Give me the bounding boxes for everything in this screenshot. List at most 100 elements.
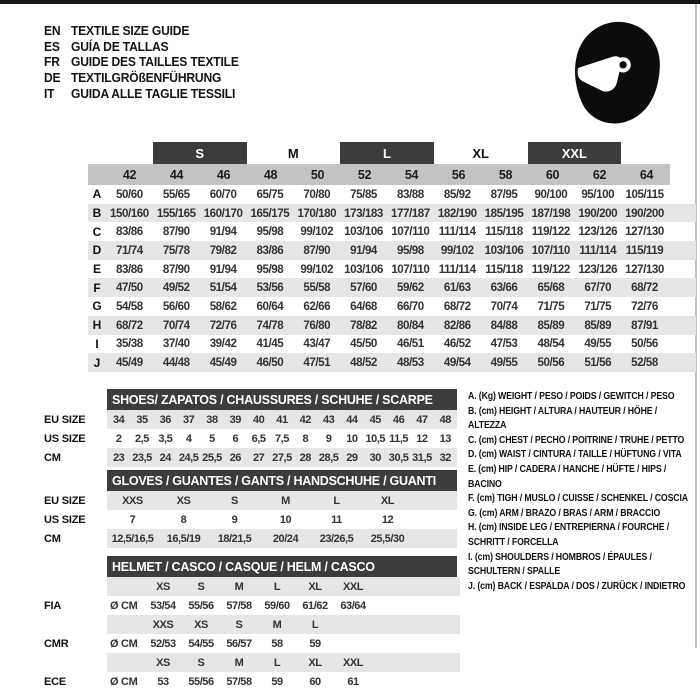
size-value-cell: 6 <box>232 432 239 445</box>
shoes-table-title: SHOES/ ZAPATOS / CHAUSSURES / SCHUHE / S… <box>107 389 457 410</box>
size-value-cell: 40 <box>252 413 265 426</box>
size-value-cell: 67/70 <box>584 281 612 295</box>
size-value-cell: 160/170 <box>203 206 243 220</box>
row-values: 23 23,5 24 24,5 25,5 26 27 27,5 28 28,5 29 30 30,5 31… <box>107 448 457 467</box>
size-value-cell: 44 <box>346 413 358 426</box>
size-value-cell: 9 <box>231 513 238 526</box>
size-value-cell: 13 <box>439 432 452 445</box>
legend-item-H: H. (cm) INSIDE LEG / ENTREPIERNA / FOURC… <box>468 522 670 548</box>
measure-row-I: I 35/38 37/40 39/42 41/45 43/47 45/50 46/51 46/5… <box>88 335 696 354</box>
row-values: Ø CM 52/53 54/55 56/57 58 59 <box>107 634 460 653</box>
sub-table-header: GLOVES / GUANTES / GANTS / HANDSCHUHE / … <box>44 470 457 491</box>
size-value-cell: 83/86 <box>116 225 143 239</box>
size-value-cell: 52/58 <box>631 356 658 370</box>
size-value-cell: 70/74 <box>490 299 518 313</box>
size-column-64: 64 <box>639 167 654 182</box>
size-value-cell: 91/94 <box>209 262 237 276</box>
language-row-EN: EN TEXTILE SIZE GUIDE <box>44 23 239 39</box>
size-group-XXL: XXL <box>527 142 622 164</box>
size-value-cell: 49/55 <box>490 356 518 370</box>
size-value-cell: 46/50 <box>256 356 284 370</box>
language-code: ES <box>44 38 60 54</box>
size-value-cell: 10,5 <box>365 432 386 445</box>
size-value-cell: 23 <box>112 451 125 464</box>
row-label-cmr: CMR <box>44 637 69 650</box>
measurement-legend: A. (Kg) WEIGHT / PESO / POIDS / GEWITCH … <box>468 390 694 594</box>
language-title-list: EN TEXTILE SIZE GUIDE ES GUÍA DE TALLAS FR GU… <box>44 23 239 101</box>
guide-title: GUIDE DES TAILLES TEXTILE <box>70 54 239 70</box>
sub-row-cm: CM 12,5/16,5 16,5/19 18/21,5 20/24 23/26,5 25,… <box>44 529 457 548</box>
size-column-42: 42 <box>122 167 137 182</box>
size-value-cell: 47/50 <box>116 281 143 295</box>
measure-row-F: F 47/50 49/52 51/54 53/56 55/58 57/60 59/62 61/6… <box>88 278 696 298</box>
size-value-cell: 72/76 <box>209 318 237 332</box>
size-value-cell: 170/180 <box>297 206 337 220</box>
helmet-value-cell: 61/62 <box>302 599 328 612</box>
helmet-size-cell: L <box>273 656 281 669</box>
size-value-cell: 10 <box>279 513 292 526</box>
size-value-cell: 68/72 <box>631 281 658 295</box>
size-value-cell: 68/72 <box>116 318 143 332</box>
size-value-cell: 95/98 <box>397 243 424 257</box>
sub-row-eu-size: EU SIZE 34 35 36 37 38 39 40 41 42 43 44 45 46 47 48 <box>44 410 457 429</box>
size-value-cell: 28,5 <box>318 451 339 464</box>
helmet-table-title: HELMET / CASCO / CASQUE / HELM / CASCO <box>107 556 457 577</box>
size-value-cell: 79/82 <box>209 243 237 257</box>
row-values: XS S M L XL XXL <box>107 653 460 672</box>
size-value-cell: 46 <box>392 413 405 426</box>
helmet-value-cell: 59 <box>309 637 321 650</box>
size-value-cell: 95/100 <box>581 187 615 201</box>
helmet-sizes-row-cmr: XXS XS S M L <box>44 615 460 634</box>
legend-item-G: G. (cm) ARM / BRAZO / BRAS / ARM / BRACC… <box>468 507 661 519</box>
guide-title: TEXTILE SIZE GUIDE <box>70 23 190 39</box>
diameter-unit-label: Ø CM <box>110 637 138 650</box>
row-label: CM <box>44 532 61 545</box>
size-value-cell: 49/55 <box>584 337 612 351</box>
size-value-cell: 36 <box>159 413 172 426</box>
row-letter: A <box>92 187 102 202</box>
helmet-value-cell: 55/56 <box>188 599 214 612</box>
size-value-cell: 46/51 <box>397 337 424 351</box>
size-column-50: 50 <box>310 167 325 182</box>
size-value-cell: 65/75 <box>256 187 284 201</box>
helmet-sizes-row-ece: XS S M L XL XXL <box>44 653 460 672</box>
size-value-cell: 99/102 <box>300 262 334 276</box>
size-value-cell: 48 <box>439 413 452 426</box>
size-value-cell: 18/21,5 <box>217 532 252 545</box>
size-value-cell: XXS <box>122 494 143 507</box>
size-column-58: 58 <box>498 167 513 182</box>
size-value-cell: 190/200 <box>625 206 664 220</box>
diameter-unit-label: Ø CM <box>110 675 138 688</box>
size-value-cell: 60/64 <box>256 299 284 313</box>
size-value-cell: 51/56 <box>584 356 612 370</box>
size-value-cell: 65/68 <box>537 281 565 295</box>
size-value-cell: 43 <box>322 413 335 426</box>
size-value-cell: L <box>333 494 340 507</box>
helmet-value-cell: 63/64 <box>340 599 366 612</box>
helmet-size-cell: L <box>311 618 319 631</box>
size-value-cell: 85/89 <box>584 318 612 332</box>
size-value-cell: 75/85 <box>350 187 377 201</box>
helmet-size-cell: M <box>234 580 244 593</box>
gloves-size-table: GLOVES / GUANTES / GANTS / HANDSCHUHE / … <box>44 470 457 548</box>
size-value-cell: 47/51 <box>303 356 331 370</box>
size-value-cell: 103/106 <box>484 243 524 257</box>
size-value-cell: 11 <box>331 513 342 526</box>
size-value-cell: 62/66 <box>303 299 331 313</box>
row-values: Ø CM 53/54 55/56 57/58 59/60 61/62 63/64 <box>107 596 460 615</box>
size-value-cell: 45/50 <box>350 337 377 351</box>
size-value-cell: 46/52 <box>443 337 471 351</box>
size-value-cell: 95/98 <box>256 225 284 239</box>
size-value-cell: 87/90 <box>162 225 190 239</box>
size-value-cell: 51/54 <box>209 281 237 295</box>
language-row-ES: ES GUÍA DE TALLAS <box>44 39 239 55</box>
size-value-cell: 35 <box>136 413 148 426</box>
helmet-size-cell: S <box>197 656 205 669</box>
size-value-cell: 32 <box>439 451 452 464</box>
row-letter: C <box>92 224 102 239</box>
size-value-cell: 182/190 <box>437 206 477 220</box>
size-value-cell: 87/95 <box>490 187 518 201</box>
size-value-cell: 105/115 <box>625 187 664 201</box>
measure-row-A: A 50/60 55/65 60/70 65/75 70/80 75/85 83/88 85/9… <box>88 185 696 204</box>
helmet-value-cell: 59 <box>271 675 283 688</box>
